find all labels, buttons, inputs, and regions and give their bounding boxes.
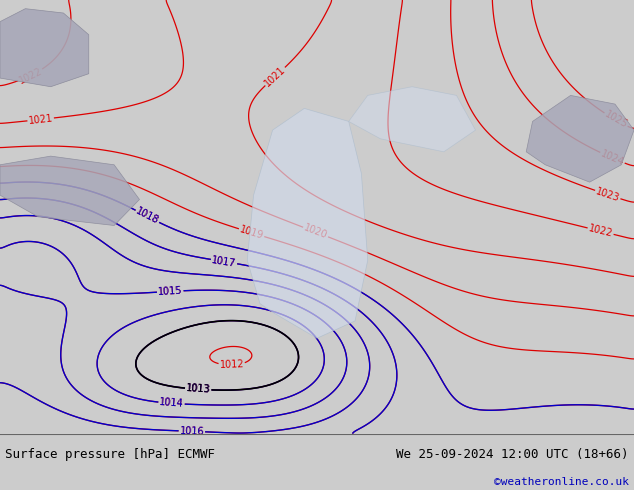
Text: 1024: 1024: [599, 148, 626, 168]
Text: 1013: 1013: [186, 383, 210, 395]
Polygon shape: [526, 96, 634, 182]
Polygon shape: [0, 9, 89, 87]
Text: 1016: 1016: [179, 426, 204, 437]
Text: 1023: 1023: [595, 186, 621, 203]
Polygon shape: [247, 108, 368, 338]
Text: 1012: 1012: [219, 360, 244, 370]
Text: 1022: 1022: [587, 223, 614, 239]
Text: 1025: 1025: [603, 109, 629, 130]
Text: 1014: 1014: [159, 397, 184, 409]
Text: ©weatheronline.co.uk: ©weatheronline.co.uk: [494, 477, 629, 487]
Text: 1017: 1017: [211, 255, 237, 269]
Text: 1014: 1014: [159, 397, 184, 409]
Text: 1021: 1021: [262, 65, 288, 89]
Text: Surface pressure [hPa] ECMWF: Surface pressure [hPa] ECMWF: [5, 448, 215, 461]
Text: 1018: 1018: [134, 206, 160, 226]
Polygon shape: [0, 156, 139, 225]
Text: 1018: 1018: [134, 206, 160, 226]
Text: We 25-09-2024 12:00 UTC (18+66): We 25-09-2024 12:00 UTC (18+66): [396, 448, 629, 461]
Text: 1022: 1022: [17, 66, 44, 85]
Polygon shape: [349, 87, 476, 152]
Text: 1013: 1013: [186, 383, 210, 395]
Text: 1016: 1016: [179, 426, 204, 437]
Text: 1015: 1015: [158, 286, 183, 297]
Text: 1013: 1013: [186, 383, 210, 395]
Text: 1015: 1015: [158, 286, 183, 297]
Text: 1017: 1017: [211, 255, 237, 269]
Text: 1021: 1021: [28, 113, 53, 126]
Text: 1020: 1020: [302, 223, 329, 241]
Text: 1019: 1019: [238, 224, 265, 241]
